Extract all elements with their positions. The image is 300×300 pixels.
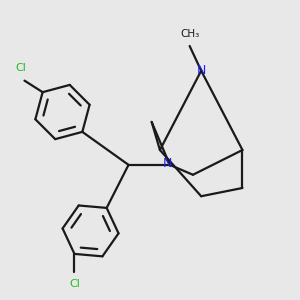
Text: N: N	[163, 157, 172, 170]
Text: CH₃: CH₃	[180, 29, 199, 39]
Text: Cl: Cl	[15, 63, 26, 73]
Text: N: N	[196, 64, 206, 77]
Text: methyl: methyl	[187, 35, 192, 37]
Text: Cl: Cl	[69, 279, 80, 289]
